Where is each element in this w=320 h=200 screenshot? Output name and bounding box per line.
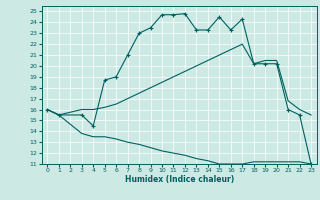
X-axis label: Humidex (Indice chaleur): Humidex (Indice chaleur) (124, 175, 234, 184)
